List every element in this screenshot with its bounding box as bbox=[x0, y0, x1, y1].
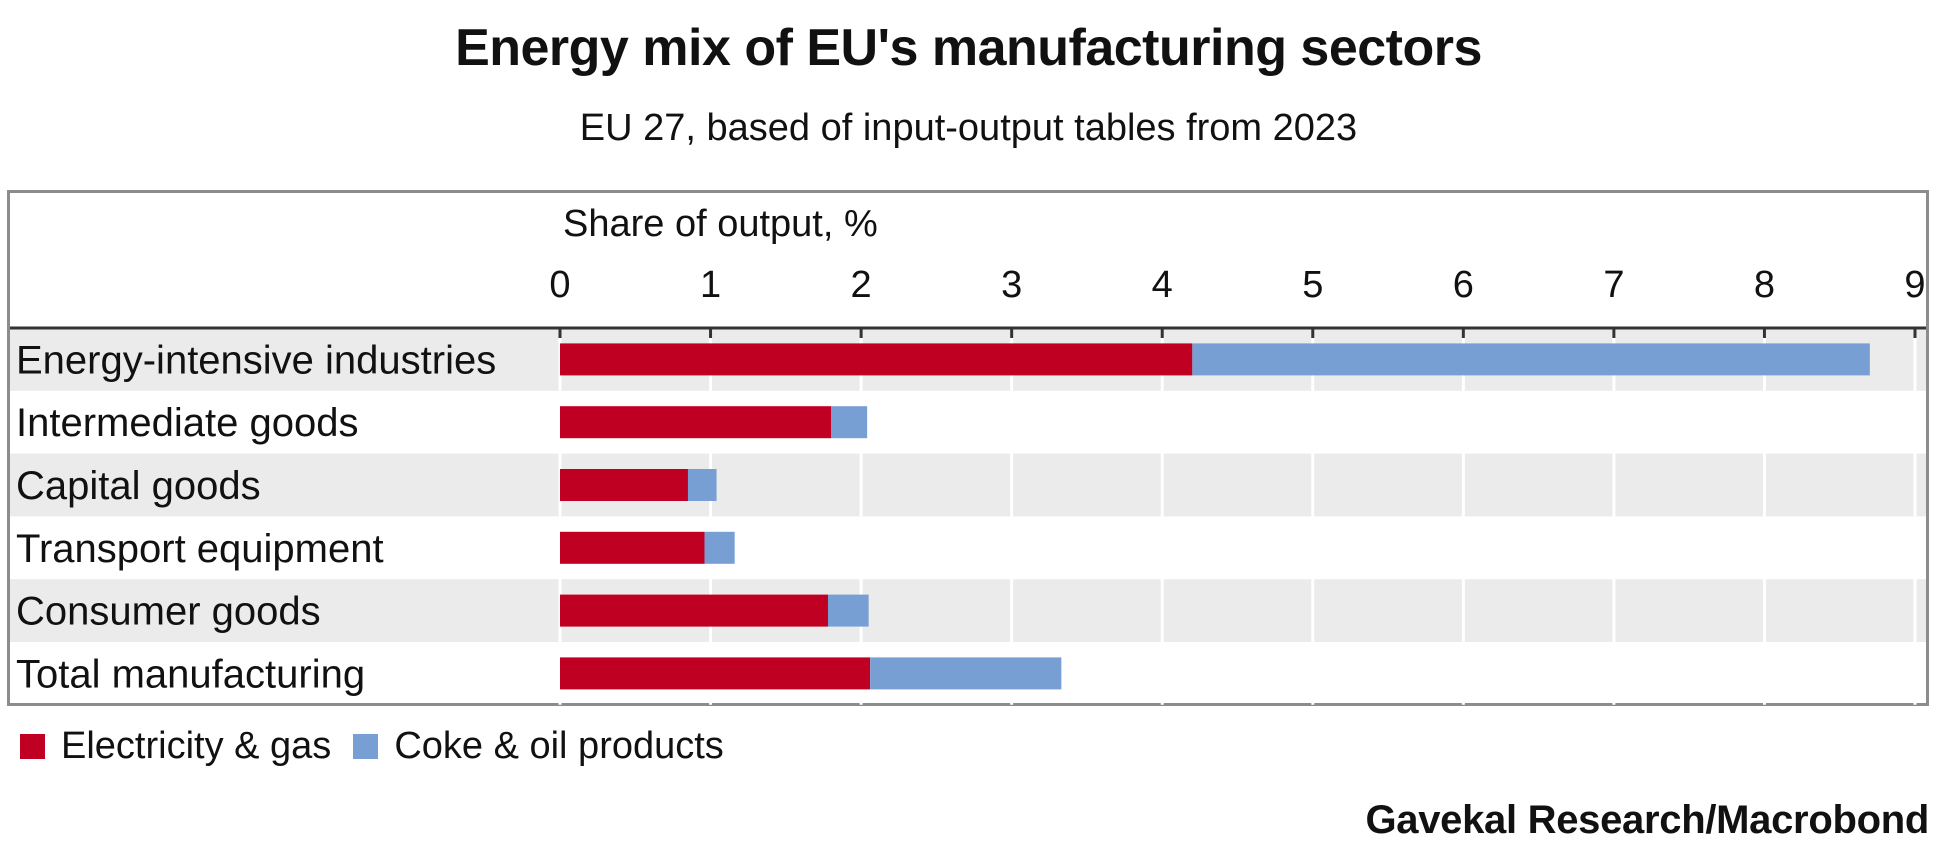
chart-title: Energy mix of EU's manufacturing sectors bbox=[455, 19, 1482, 77]
category-label: Energy-intensive industries bbox=[16, 338, 496, 382]
legend-swatch-coke-oil bbox=[353, 734, 379, 759]
source-label: Gavekal Research/Macrobond bbox=[1365, 798, 1929, 842]
x-axis-label: Share of output, % bbox=[563, 203, 878, 245]
category-label: Total manufacturing bbox=[16, 652, 365, 696]
chart-subtitle: EU 27, based of input-output tables from… bbox=[579, 107, 1358, 149]
category-label: Intermediate goods bbox=[16, 401, 358, 445]
bar-segment bbox=[560, 469, 688, 501]
x-tick-label: 5 bbox=[1302, 264, 1323, 306]
category-label: Consumer goods bbox=[16, 590, 321, 634]
bar-segment bbox=[560, 343, 1193, 376]
chart-frame bbox=[7, 190, 1929, 706]
bar-segment bbox=[687, 469, 717, 501]
legend-item-coke-oil: Coke & oil products bbox=[353, 725, 724, 768]
x-tick-label: 1 bbox=[700, 264, 721, 306]
x-tick-label: 6 bbox=[1453, 264, 1474, 306]
legend-swatch-electricity-gas bbox=[20, 734, 45, 759]
x-tick-label: 9 bbox=[1904, 264, 1925, 306]
bar-segment bbox=[831, 406, 868, 439]
category-label: Transport equipment bbox=[16, 527, 384, 571]
bar-segment bbox=[560, 594, 828, 627]
bar-segment bbox=[560, 657, 871, 690]
legend-label-electricity-gas: Electricity & gas bbox=[61, 725, 332, 767]
bar-segment bbox=[560, 406, 831, 439]
bar-segment bbox=[704, 531, 735, 564]
bar-segment bbox=[870, 657, 1062, 690]
x-tick-label: 0 bbox=[549, 264, 570, 306]
legend: Electricity & gas Coke & oil products bbox=[20, 725, 746, 768]
x-tick-label: 2 bbox=[851, 264, 872, 306]
row-band bbox=[10, 579, 1926, 642]
bar-segment bbox=[827, 594, 869, 627]
legend-label-coke-oil: Coke & oil products bbox=[394, 725, 724, 767]
bar-segment bbox=[1192, 343, 1870, 376]
category-label: Capital goods bbox=[16, 464, 261, 508]
legend-item-electricity-gas: Electricity & gas bbox=[20, 725, 331, 768]
bar-segment bbox=[560, 531, 705, 564]
row-band bbox=[10, 453, 1926, 517]
x-tick-label: 3 bbox=[1001, 264, 1022, 306]
x-tick-label: 7 bbox=[1603, 264, 1624, 306]
x-tick-label: 4 bbox=[1152, 264, 1173, 306]
x-tick-label: 8 bbox=[1754, 264, 1775, 306]
